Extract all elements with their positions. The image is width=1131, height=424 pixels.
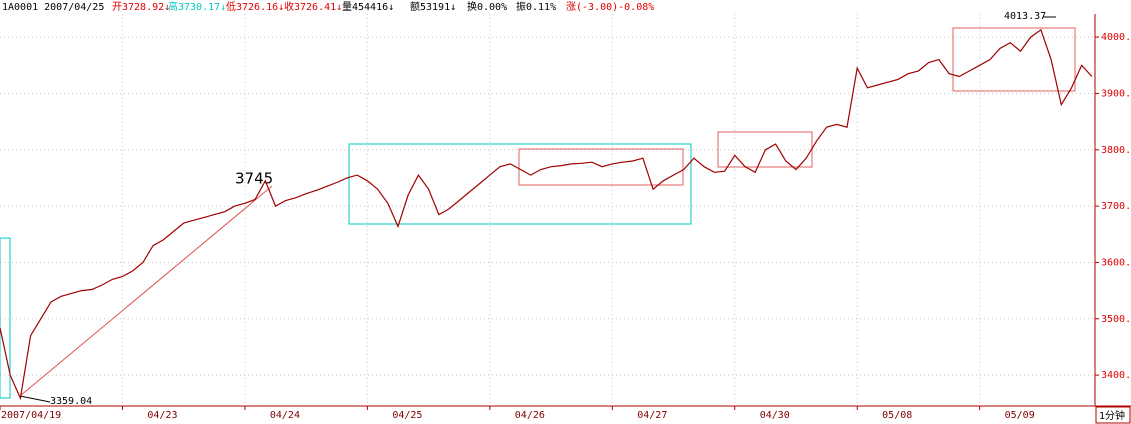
x-tick-label: 04/26	[515, 410, 545, 421]
y-tick-label: 3600.0	[1101, 257, 1131, 268]
x-tick-label: 04/25	[392, 410, 422, 421]
amplitude: 振0.11%	[516, 0, 556, 13]
x-tick-label: 2007/04/19	[1, 410, 61, 421]
low-label: 3359.04	[50, 396, 92, 407]
x-tick-label: 04/23	[147, 410, 177, 421]
period: 1分钟	[1099, 409, 1125, 422]
leader	[19, 395, 51, 403]
y-tick-label: 3800.0	[1101, 145, 1131, 156]
volume: 量454416↓	[342, 1, 394, 13]
close: 收3726.41↓	[284, 0, 342, 13]
high-label: 4013.37	[1004, 11, 1046, 22]
period-box	[1095, 406, 1131, 424]
y-tick-label: 3400.0	[1101, 370, 1131, 381]
y-tick-label: 3500.0	[1101, 314, 1131, 325]
y-tick-label: 3700.0	[1101, 201, 1131, 212]
y-tick-label: 4000.0	[1101, 32, 1131, 43]
turnover: 换0.00%	[467, 0, 507, 13]
low: 低3726.16↓	[226, 0, 284, 13]
x-tick-label: 05/09	[1005, 410, 1035, 421]
y-tick-label: 3900.0	[1101, 88, 1131, 99]
range-box	[348, 143, 692, 225]
x-tick-label: 04/30	[760, 410, 790, 421]
open: 开3728.92↓	[112, 2, 170, 13]
price-line	[0, 28, 1093, 401]
range-box	[952, 27, 1076, 92]
high: 高3730.17↓	[168, 0, 226, 13]
range-box	[0, 237, 11, 399]
x-tick-label: 04/27	[637, 410, 667, 421]
code: 1A0001 2007/04/25	[2, 2, 104, 13]
trend-line	[19, 185, 273, 397]
x-tick-label: 05/08	[882, 410, 912, 421]
change: 涨(-3.00)-0.08%	[566, 1, 654, 13]
range-box	[518, 148, 684, 186]
x-tick-label: 04/24	[270, 410, 300, 421]
amount: 额53191↓	[410, 0, 456, 13]
